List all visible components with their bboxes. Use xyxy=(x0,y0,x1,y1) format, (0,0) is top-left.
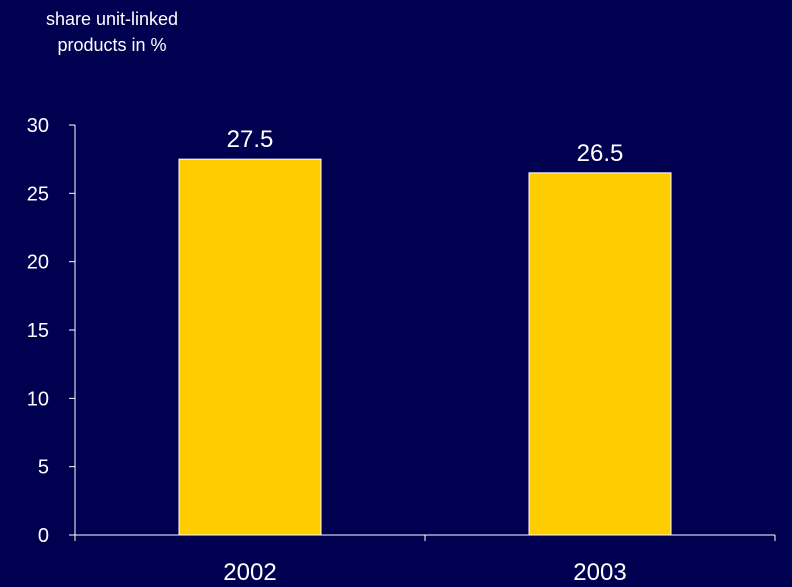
y-tick-label-15: 15 xyxy=(27,320,49,342)
y-tick-label-0: 0 xyxy=(38,525,49,547)
bar-2003 xyxy=(528,172,672,536)
y-tick-label-20: 20 xyxy=(27,252,49,274)
data-label-2002: 27.5 xyxy=(227,126,274,153)
x-tick-label-2003: 2003 xyxy=(573,559,626,586)
data-label-2003: 26.5 xyxy=(577,140,624,167)
y-tick-label-25: 25 xyxy=(27,183,49,205)
y-axis-label-line-1: share unit-linked xyxy=(45,9,179,29)
bar-2002 xyxy=(178,158,322,536)
y-axis-label: share unit-linked products in % xyxy=(22,6,202,58)
y-axis-label-line-2: products in % xyxy=(57,35,167,55)
y-tick-label-30: 30 xyxy=(27,115,49,137)
y-tick-label-10: 10 xyxy=(27,388,49,410)
x-tick-label-2002: 2002 xyxy=(223,559,276,586)
y-tick-label-5: 5 xyxy=(38,457,49,479)
